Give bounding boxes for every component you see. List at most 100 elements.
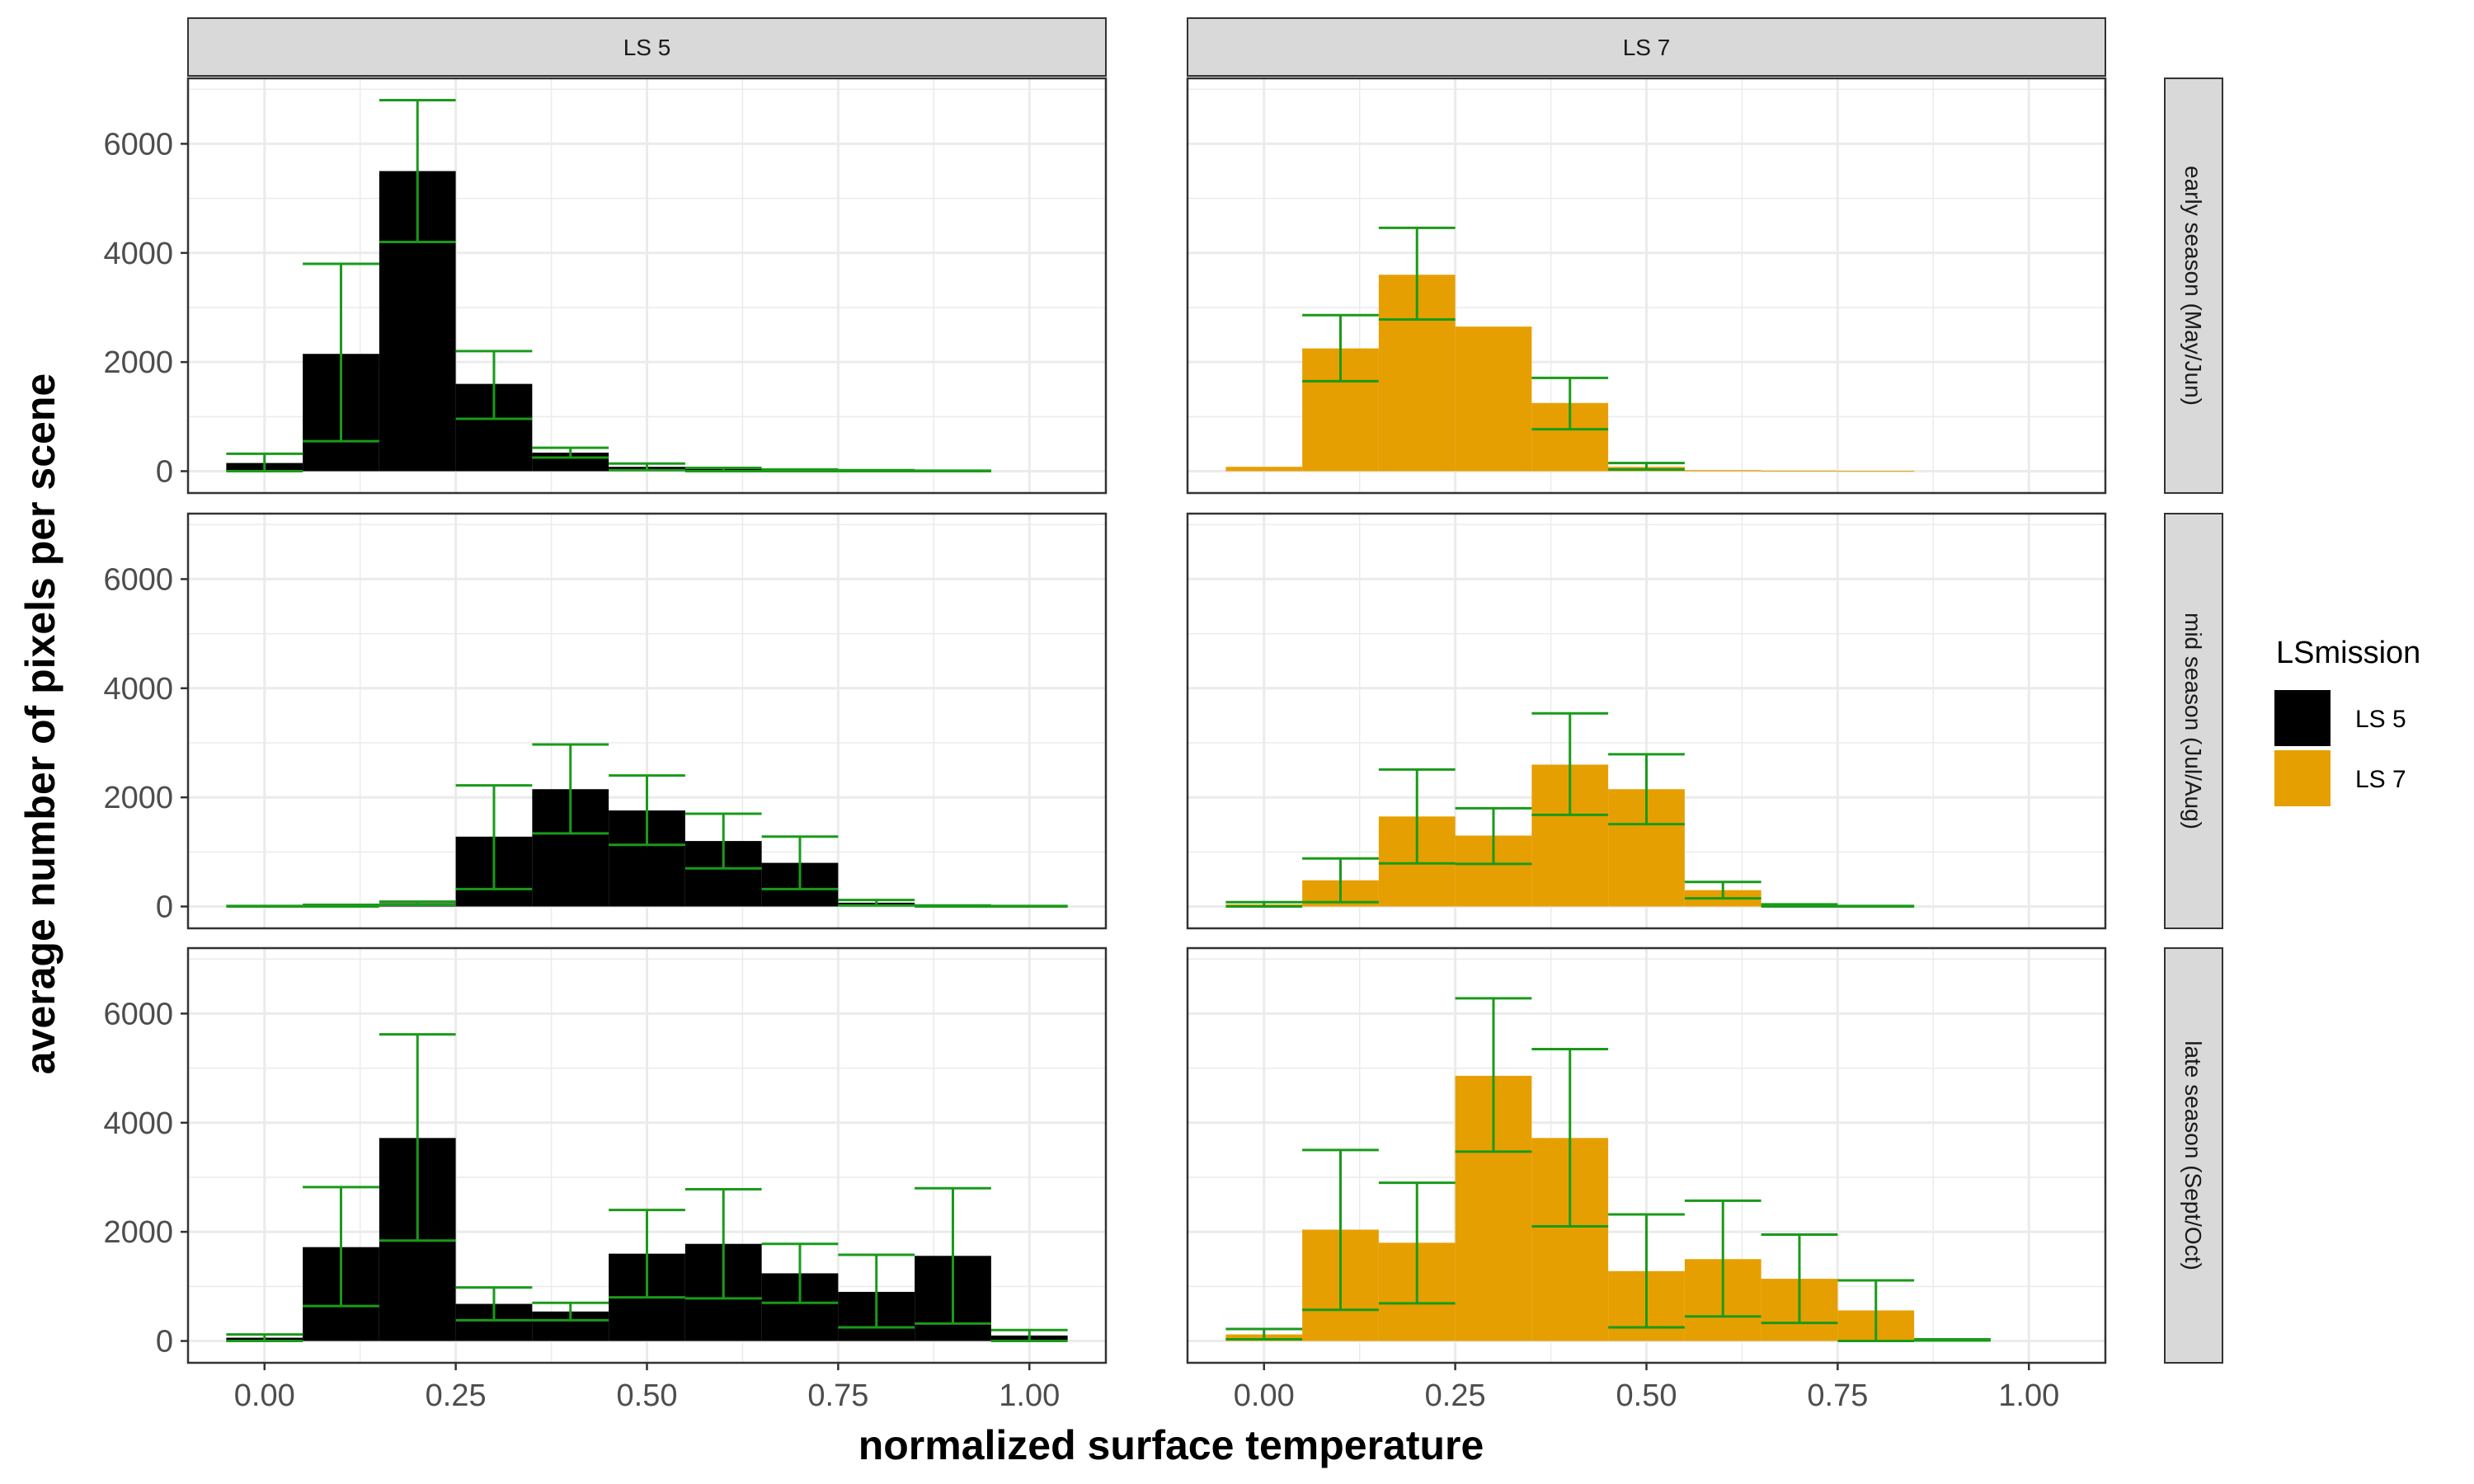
error-bar [1378, 768, 1456, 865]
legend-swatch-ls7 [2274, 750, 2331, 806]
y-tick-label: 6000 [103, 562, 173, 597]
row-strip-late-season-sept-oct [2164, 947, 2223, 1364]
bar [1684, 470, 1761, 472]
error-bar [990, 1328, 1068, 1343]
y-tick-label: 6000 [103, 997, 173, 1031]
row-strip-label-early-season-may-jun: early season (May/Jun) [2180, 166, 2206, 406]
y-tick-label: 2000 [103, 1215, 173, 1250]
error-bar [684, 812, 762, 870]
error-bar [1608, 1213, 1685, 1329]
error-bar [1837, 1279, 1915, 1343]
row-strip-early-season-may-jun [2164, 77, 2223, 494]
error-bar [1684, 881, 1761, 900]
error-bar [1914, 1338, 1991, 1342]
y-tick-label: 6000 [103, 127, 173, 162]
legend-label-ls7: LS 7 [2355, 766, 2406, 793]
y-tick-label: 2000 [103, 781, 173, 815]
y-tick-label: 4000 [103, 237, 173, 271]
error-bar [1302, 313, 1379, 383]
panel-ls-5-mid-season-jul-aug [226, 743, 1068, 909]
error-bar [379, 98, 456, 244]
error-bar [915, 469, 991, 473]
y-axis-title: average number of pixels per scene [17, 373, 63, 1074]
error-bar [1608, 462, 1685, 472]
panel-ls-7-mid-season-jul-aug [1225, 711, 1915, 909]
row-strip-label-mid-season-jul-aug: mid season (Jul/Aug) [2180, 613, 2206, 829]
panel-border-r1-c1 [1186, 512, 2107, 930]
panel-border-r1-c0 [186, 512, 1108, 930]
error-bar [990, 904, 1068, 909]
legend-label-ls5: LS 5 [2355, 706, 2406, 733]
error-bar [532, 1301, 609, 1322]
error-bar [761, 1242, 839, 1304]
error-bar [532, 743, 609, 835]
legend: LSmission LS 5 LS 7 [2274, 636, 2420, 806]
row-strip-mid-season-jul-aug [2164, 513, 2223, 929]
error-bar [684, 467, 762, 473]
y-tick-label: 0 [156, 455, 173, 490]
x-tick-label: 0.25 [1425, 1378, 1486, 1413]
error-bar [915, 1186, 991, 1325]
error-bar [455, 1286, 533, 1322]
error-bar [303, 904, 379, 909]
error-bar [609, 1209, 685, 1299]
error-bar [838, 899, 915, 907]
error-bar [1684, 1199, 1761, 1318]
x-tick-label: 0.00 [234, 1378, 295, 1413]
panel-border-r0-c1 [1186, 77, 2107, 495]
frame-layer: LS 5 LS 7 early season (May/Jun) mid season… [103, 17, 2223, 1413]
bar [1225, 467, 1303, 472]
bar [1837, 471, 1915, 472]
error-bar [915, 904, 991, 909]
bar [1455, 326, 1532, 472]
error-bar [303, 262, 379, 443]
error-bar [532, 446, 609, 459]
error-bar [1837, 904, 1915, 909]
panel-ls-7-late-season-sept-oct [1225, 997, 1991, 1343]
error-bar [1531, 376, 1609, 431]
error-bar [226, 452, 303, 473]
x-tick-label: 0.50 [617, 1378, 678, 1413]
y-tick-label: 0 [156, 1325, 173, 1360]
row-strip-label-late-season-sept-oct: late season (Sept/Oct) [2180, 1040, 2206, 1270]
error-bar [1455, 806, 1532, 866]
error-bar [684, 1188, 762, 1300]
x-tick-label: 0.50 [1616, 1378, 1677, 1413]
x-tick-label: 0.75 [807, 1378, 868, 1413]
error-bar [379, 900, 456, 907]
column-strip-label-ls-5: LS 5 [623, 35, 671, 60]
error-bar [1608, 753, 1685, 826]
error-bar [1225, 900, 1303, 909]
error-bar [455, 350, 533, 420]
x-tick-label: 0.00 [1234, 1378, 1295, 1413]
error-bar [1761, 1233, 1838, 1325]
panel-ls-5-late-season-sept-oct [226, 1033, 1068, 1343]
column-strip-label-ls-7: LS 7 [1623, 35, 1671, 60]
error-bar [1531, 711, 1609, 816]
marks-layer [226, 98, 1991, 1343]
error-bar [1302, 857, 1379, 904]
error-bar [1455, 997, 1532, 1153]
bar [1761, 470, 1838, 472]
error-bar [226, 904, 303, 909]
column-strip-ls-5 [187, 17, 1107, 77]
error-bar [609, 774, 685, 847]
error-bar [1378, 1181, 1456, 1305]
error-bar [761, 468, 839, 473]
x-axis-title: normalized surface temperature [858, 1422, 1484, 1468]
error-bar [1225, 1327, 1303, 1341]
column-strip-ls-7 [1187, 17, 2106, 77]
error-bar [838, 1253, 915, 1329]
error-bar [838, 468, 915, 473]
legend-title: LSmission [2276, 636, 2420, 670]
error-bar [761, 835, 839, 890]
error-bar [609, 462, 685, 472]
panel-ls-5-early-season-may-jun [226, 98, 991, 473]
error-bar [1378, 226, 1456, 322]
x-tick-label: 1.00 [1998, 1378, 2059, 1413]
y-tick-label: 4000 [103, 672, 173, 707]
error-bar [1302, 1148, 1379, 1312]
error-bar [303, 1186, 379, 1308]
x-tick-label: 1.00 [999, 1378, 1060, 1413]
